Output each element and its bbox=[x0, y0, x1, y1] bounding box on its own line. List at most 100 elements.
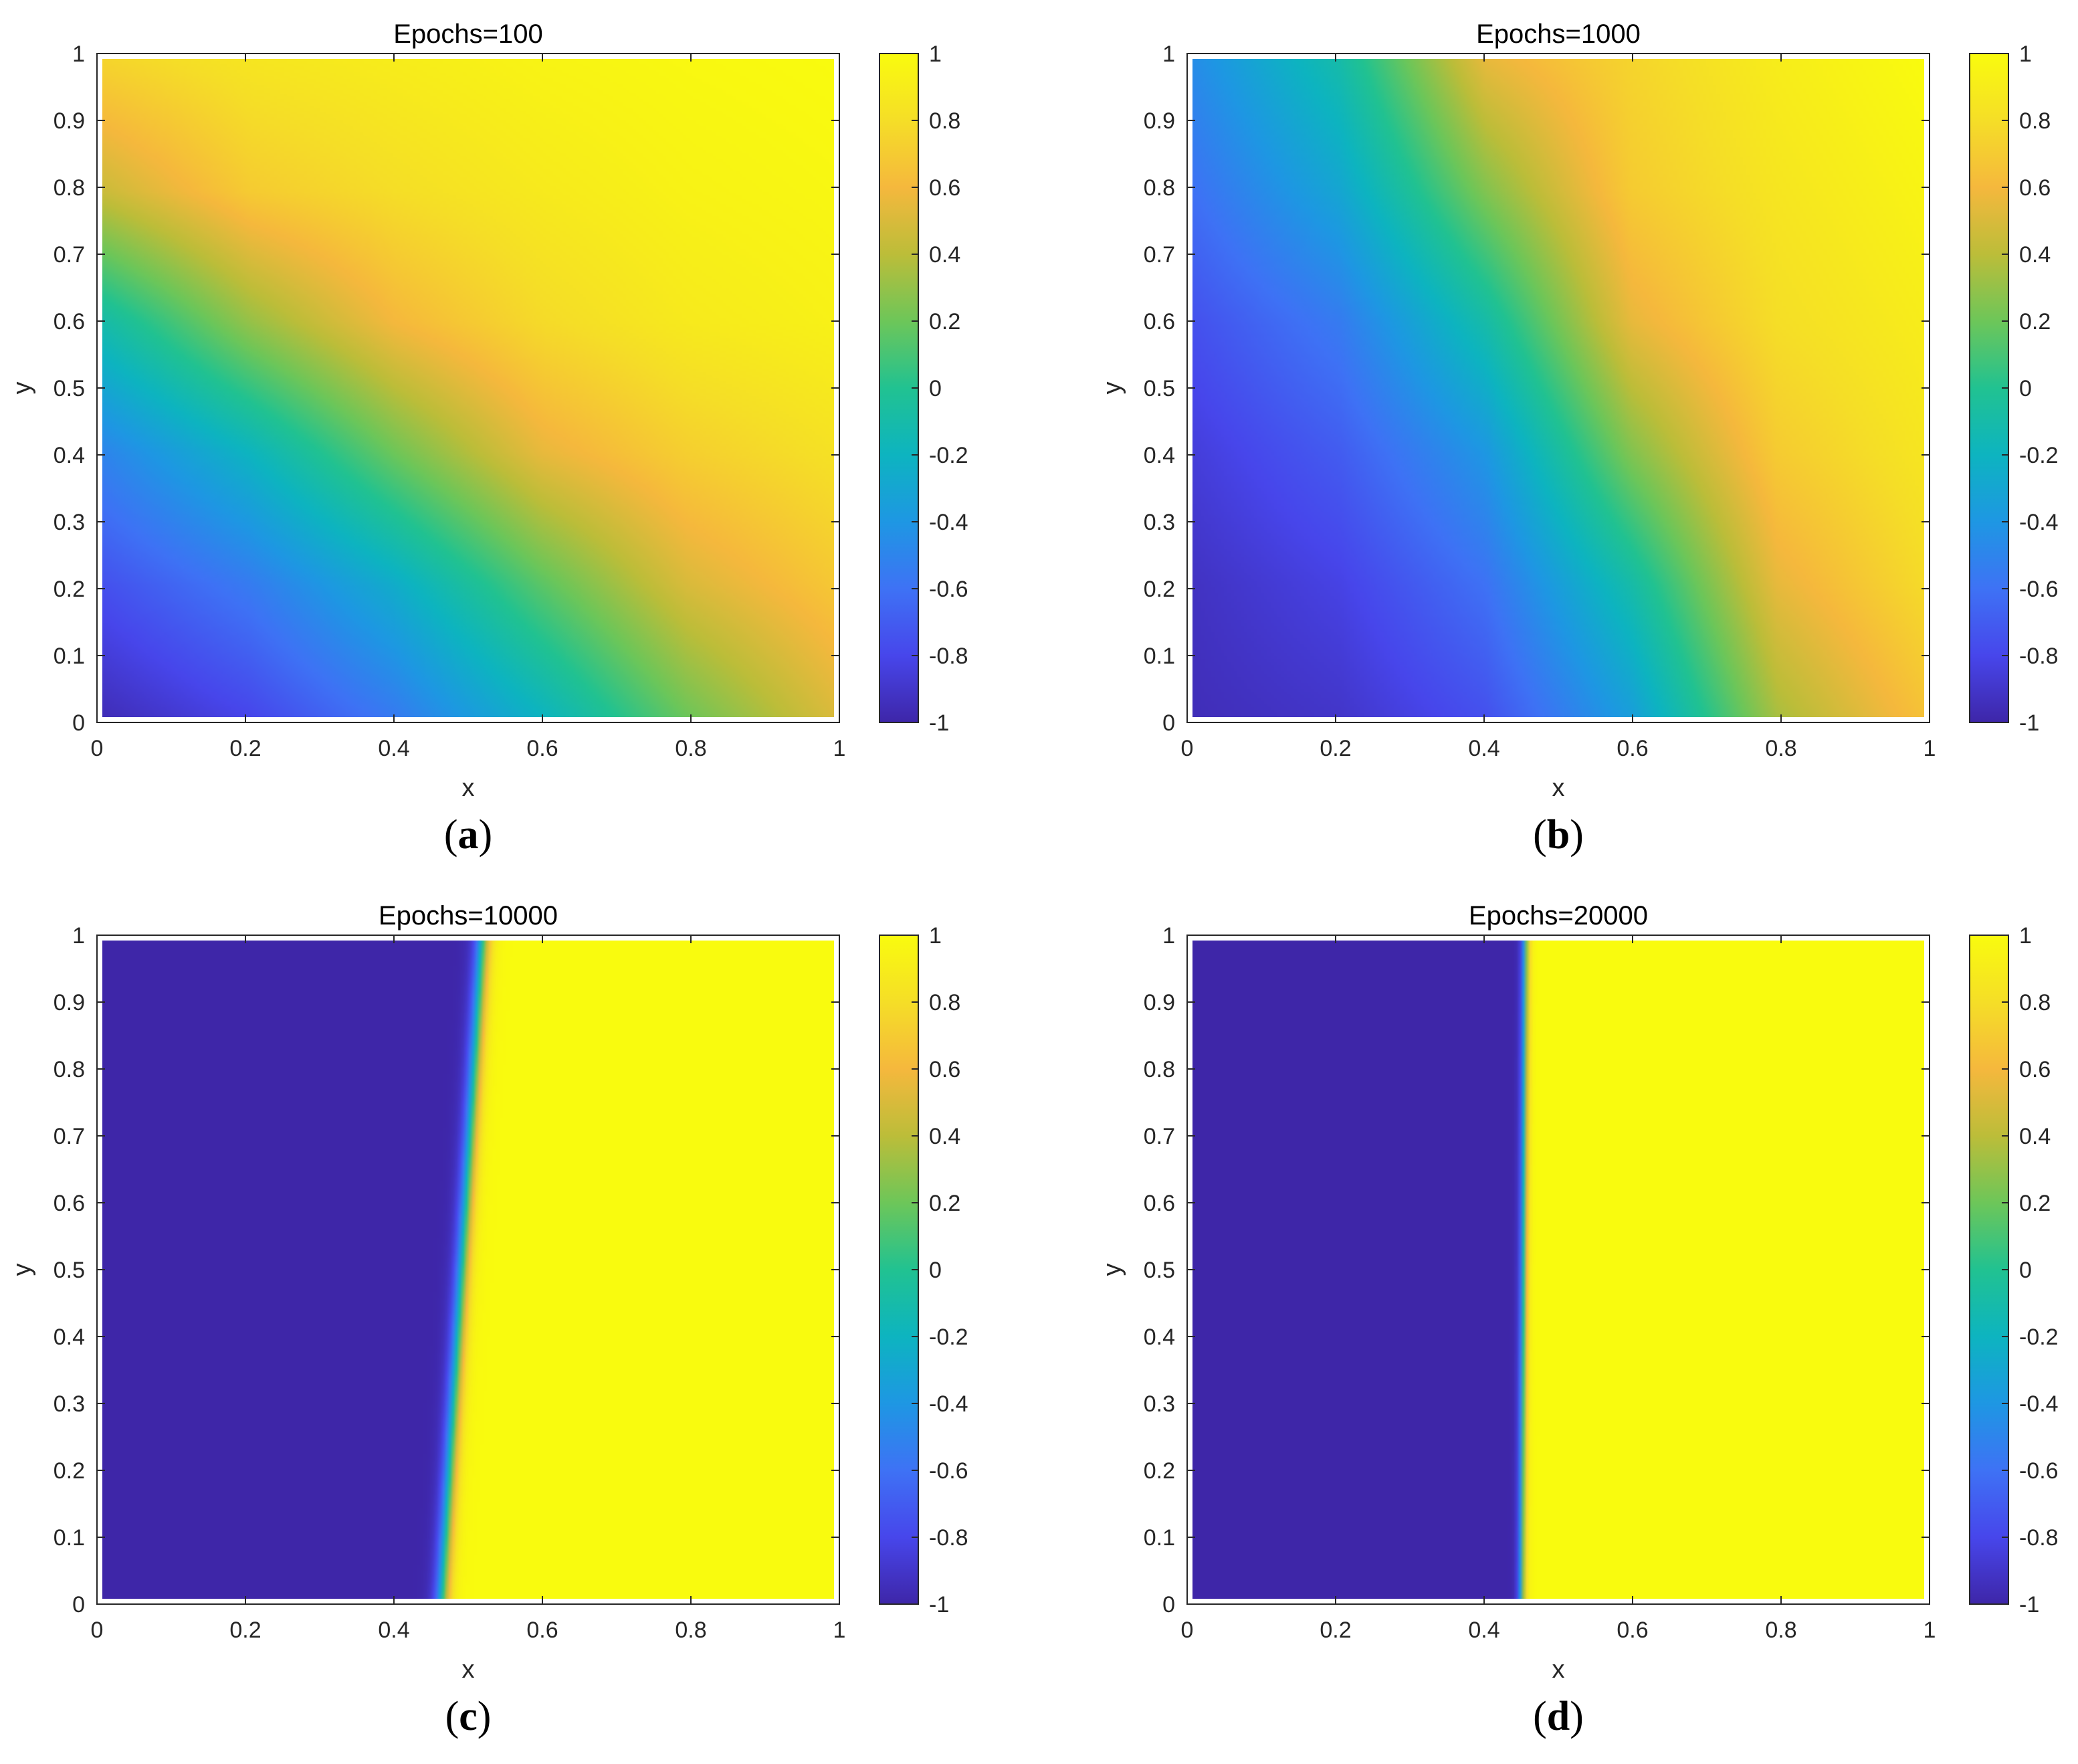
y-axis-label: y bbox=[1098, 1264, 1126, 1276]
y-tick-label: 0.1 bbox=[1144, 1525, 1175, 1551]
panel-caption: (d) bbox=[1533, 1694, 1584, 1739]
heatmap-field bbox=[1192, 59, 1924, 717]
x-tick-label: 1 bbox=[833, 1618, 846, 1643]
colorbar-tick-label: 1 bbox=[2019, 41, 2032, 67]
colorbar-tick-label: 0 bbox=[2019, 376, 2032, 401]
x-axis-label: x bbox=[462, 774, 475, 802]
colorbar-tick-label: -0.4 bbox=[929, 1391, 968, 1417]
colorbar-tick-label: 0.6 bbox=[2019, 1057, 2051, 1082]
colorbar-tick-label: -1 bbox=[929, 1592, 949, 1618]
y-tick-label: 0.4 bbox=[54, 1325, 85, 1350]
colorbar-tick-label: 0.2 bbox=[929, 309, 960, 334]
y-tick-label: 1 bbox=[72, 923, 85, 949]
colorbar-tick-label: 0.2 bbox=[929, 1191, 960, 1216]
y-tick-label: 0.2 bbox=[54, 1458, 85, 1484]
y-axis-label: y bbox=[8, 1264, 36, 1276]
heatmap-field bbox=[102, 59, 834, 717]
heatmap-panel-c: 0 0.2 0.4 0.6 0.8 1 0 0.1 0.2 0.3 0.4 0.5 0.6 0.7 0.8 0… bbox=[8, 901, 968, 1739]
colorbar-tick-label: -1 bbox=[2019, 710, 2039, 736]
colorbar-tick-label: 0.2 bbox=[2019, 309, 2051, 334]
y-tick-label: 0.1 bbox=[54, 644, 85, 669]
colorbar-tick-label: -0.4 bbox=[2019, 1391, 2059, 1417]
y-tick-label: 0.3 bbox=[54, 1391, 85, 1417]
colorbar-tick-label: -0.6 bbox=[929, 577, 968, 602]
colorbar-tick-label: -1 bbox=[929, 710, 949, 736]
x-tick-label: 0.8 bbox=[675, 1618, 706, 1643]
y-axis-label: y bbox=[1098, 382, 1126, 395]
x-tick-label: 0.8 bbox=[675, 736, 706, 761]
x-tick-label: 0 bbox=[91, 736, 104, 761]
y-tick-label: 1 bbox=[72, 41, 85, 67]
colorbar-tick-label: -0.8 bbox=[929, 1525, 968, 1551]
y-tick-label: 0.5 bbox=[54, 376, 85, 401]
y-tick-label: 0 bbox=[72, 1592, 85, 1618]
x-tick-label: 0.4 bbox=[378, 736, 409, 761]
y-tick-label: 0.3 bbox=[1144, 510, 1175, 535]
y-tick-label: 0.5 bbox=[1144, 376, 1175, 401]
x-tick-label: 0.4 bbox=[378, 1618, 409, 1643]
y-tick-label: 1 bbox=[1162, 923, 1175, 949]
x-tick-label: 0.2 bbox=[229, 736, 261, 761]
x-tick-label: 0.4 bbox=[1468, 1618, 1499, 1643]
panel-caption: (c) bbox=[445, 1694, 492, 1739]
colorbar-tick-label: -0.2 bbox=[929, 443, 968, 468]
y-tick-label: 0.1 bbox=[54, 1525, 85, 1551]
colorbar-tick-label: 0 bbox=[929, 1258, 942, 1283]
y-tick-label: 0.6 bbox=[54, 309, 85, 334]
y-axis-label: y bbox=[8, 382, 36, 395]
colorbar-tick-label: 0.8 bbox=[929, 990, 960, 1015]
colorbar-tick-label: 0 bbox=[929, 376, 942, 401]
x-tick-label: 0.6 bbox=[1617, 1618, 1648, 1643]
y-tick-label: 0.5 bbox=[54, 1258, 85, 1283]
chart-title: Epochs=1000 bbox=[1476, 19, 1641, 49]
y-tick-label: 0 bbox=[72, 710, 85, 736]
x-tick-label: 0.6 bbox=[526, 736, 558, 761]
colorbar-tick-label: -0.2 bbox=[2019, 443, 2059, 468]
y-tick-label: 0.9 bbox=[54, 108, 85, 134]
y-tick-label: 0.7 bbox=[54, 242, 85, 268]
x-tick-label: 0.2 bbox=[1320, 1618, 1351, 1643]
colorbar-tick-label: 1 bbox=[929, 41, 942, 67]
colorbar-tick-label: -0.2 bbox=[929, 1325, 968, 1350]
heatmap-field bbox=[1192, 941, 1924, 1599]
x-tick-label: 0.6 bbox=[526, 1618, 558, 1643]
x-axis-label: x bbox=[462, 1656, 475, 1684]
panel-caption: (b) bbox=[1533, 812, 1584, 858]
x-tick-label: 0.6 bbox=[1617, 736, 1648, 761]
y-tick-label: 0.8 bbox=[1144, 1057, 1175, 1082]
colorbar-tick-label: -0.6 bbox=[2019, 1458, 2059, 1484]
y-tick-label: 0.1 bbox=[1144, 644, 1175, 669]
y-tick-label: 0.7 bbox=[1144, 242, 1175, 268]
colorbar-tick-label: 0.2 bbox=[2019, 1191, 2051, 1216]
colorbar-tick-label: -0.8 bbox=[2019, 1525, 2059, 1551]
x-tick-label: 1 bbox=[833, 736, 846, 761]
x-tick-label: 0 bbox=[91, 1618, 104, 1643]
x-tick-label: 0.2 bbox=[229, 1618, 261, 1643]
chart-title: Epochs=10000 bbox=[379, 901, 558, 930]
colorbar-tick-label: 0.4 bbox=[929, 1124, 960, 1149]
colorbar-tick-label: 0.4 bbox=[2019, 1124, 2051, 1149]
y-tick-label: 0.7 bbox=[54, 1124, 85, 1149]
heatmap-panel-d: 0 0.2 0.4 0.6 0.8 1 0 0.1 0.2 0.3 0.4 0.5 0.6 0.7 0.8 0… bbox=[1098, 901, 2059, 1739]
x-axis-label: x bbox=[1552, 774, 1565, 802]
y-tick-label: 0.3 bbox=[1144, 1391, 1175, 1417]
colorbar-tick-label: 1 bbox=[2019, 923, 2032, 949]
colorbar-tick-label: -0.8 bbox=[929, 644, 968, 669]
y-tick-label: 0.2 bbox=[54, 577, 85, 602]
y-tick-label: 0.8 bbox=[1144, 175, 1175, 201]
panel-caption: (a) bbox=[444, 812, 492, 858]
colorbar-tick-label: -0.4 bbox=[2019, 510, 2059, 535]
colorbar-tick-label: -0.8 bbox=[2019, 644, 2059, 669]
x-tick-label: 1 bbox=[1924, 1618, 1936, 1643]
y-tick-label: 0.5 bbox=[1144, 1258, 1175, 1283]
y-tick-label: 0.2 bbox=[1144, 577, 1175, 602]
colorbar-tick-label: -0.4 bbox=[929, 510, 968, 535]
heatmap-panel-a: 0 0.2 0.4 0.6 0.8 1 0 0.1 0.2 0.3 0.4 0.5 0.6 0.7 0.8 0… bbox=[8, 19, 968, 858]
y-tick-label: 0.7 bbox=[1144, 1124, 1175, 1149]
y-tick-label: 0.4 bbox=[54, 443, 85, 468]
colorbar-tick-label: -0.2 bbox=[2019, 1325, 2059, 1350]
x-axis-label: x bbox=[1552, 1656, 1565, 1684]
x-tick-label: 0.8 bbox=[1765, 736, 1796, 761]
x-tick-label: 1 bbox=[1924, 736, 1936, 761]
